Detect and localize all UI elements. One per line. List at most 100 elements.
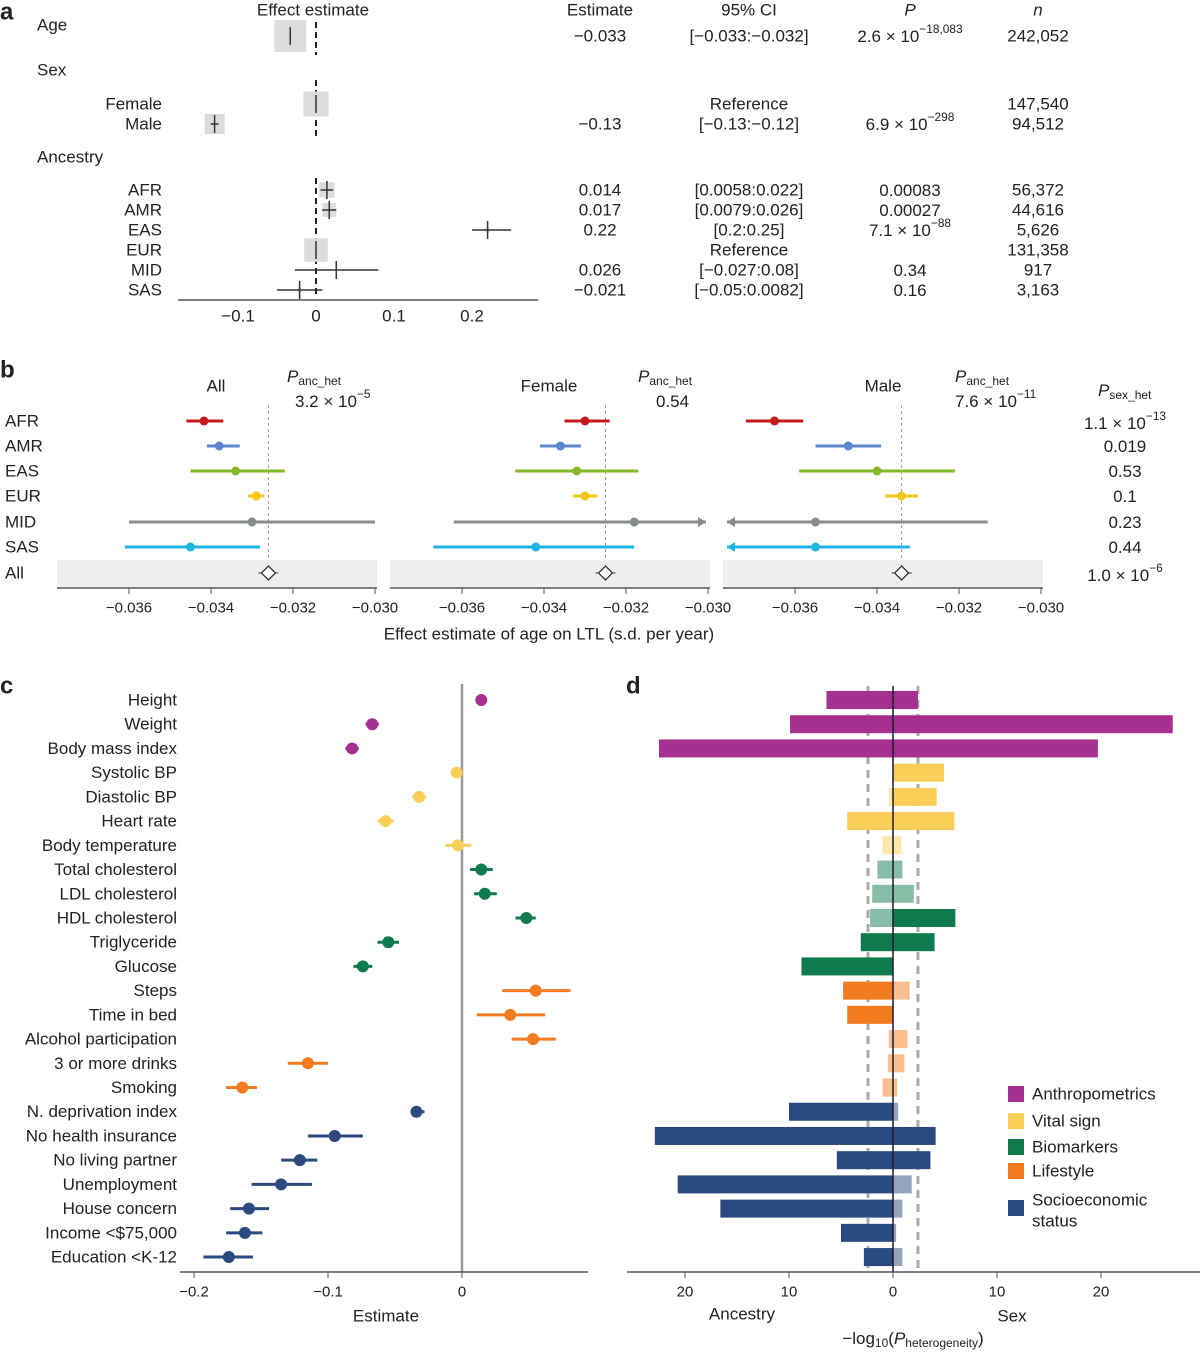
p-anc-het-label-subscript: anc_het: [298, 374, 341, 388]
ancestry-bar: [882, 836, 893, 855]
sex-bar: [893, 1248, 903, 1267]
estimate-point: [529, 984, 542, 997]
x-axis-title-end: ): [978, 1329, 984, 1348]
ancestry-bar: [843, 981, 893, 1000]
estimate-point: [275, 1178, 288, 1191]
ancestry-axis-label: Ancestry: [709, 1305, 776, 1324]
n-value: 131,358: [1007, 241, 1068, 260]
sex-bar: [893, 787, 937, 806]
row-label: Female: [105, 95, 162, 114]
column-header-n: n: [1033, 1, 1042, 20]
overall-diamond: [893, 565, 910, 581]
p-sex-het-value-base: 0.019: [1104, 437, 1147, 456]
ancestry-bar: [801, 957, 893, 976]
ci-value: [−0.033:−0.032]: [689, 27, 808, 46]
x-tick-label: 0: [889, 1284, 897, 1301]
sex-bar: [893, 1175, 912, 1194]
estimate-point-eas: [231, 466, 241, 476]
estimate-point: [301, 1057, 314, 1070]
trait-label: Weight: [124, 715, 177, 734]
legend-label: Anthropometrics: [1032, 1085, 1156, 1104]
panel-label-d: d: [626, 673, 641, 700]
x-axis-title: Effect estimate of age on LTL (s.d. per …: [384, 625, 714, 644]
p-value: 6.9 × 10−298: [866, 110, 955, 134]
trait-label: Glucose: [115, 957, 177, 976]
subpanel-title: All: [207, 377, 226, 396]
estimate-point: [293, 1154, 306, 1167]
ancestry-bar: [870, 908, 893, 927]
estimate-point: [450, 766, 463, 779]
p-anc-het-value: 0.54: [656, 392, 689, 411]
n-value: 3,163: [1017, 281, 1060, 300]
n-value: 5,626: [1017, 221, 1060, 240]
trait-label: Diastolic BP: [85, 787, 177, 806]
trait-label: Education <K-12: [51, 1248, 177, 1267]
x-tick-label: −0.032: [936, 600, 982, 617]
x-tick-label: −0.032: [603, 600, 649, 617]
estimate-point: [504, 1008, 517, 1021]
x-axis-title-sub1: 10: [875, 1336, 889, 1350]
row-label: AMR: [5, 437, 43, 456]
estimate-point-mid: [629, 517, 639, 527]
p-anc-het-label-symbol: P: [287, 367, 299, 386]
row-label: EAS: [128, 221, 162, 240]
p-value: 0.16: [893, 281, 926, 300]
x-axis-title-p: P: [894, 1329, 906, 1348]
p-value-base: 7.1 × 10: [869, 221, 931, 240]
row-label: EAS: [5, 462, 39, 481]
estimate-point-eas: [572, 466, 582, 476]
legend-label: Lifestyle: [1032, 1162, 1094, 1181]
p-anc-het-label: Panc_het: [638, 367, 693, 389]
p-anc-het-value: 7.6 × 10−11: [955, 387, 1037, 411]
ancestry-bar: [860, 933, 893, 952]
p-sex-het-value-base: 1.0 × 10: [1087, 566, 1149, 585]
x-axis-title: −log10(Pheterogeneity): [842, 1329, 983, 1351]
ancestry-bar: [659, 739, 893, 758]
trait-label: Heart rate: [101, 812, 177, 831]
p-sex-het-value-base: 0.1: [1113, 487, 1137, 506]
sex-bar: [893, 860, 903, 879]
x-tick-label: 20: [1093, 1284, 1110, 1301]
ancestry-bar: [872, 884, 893, 903]
sex-bar: [893, 1054, 905, 1073]
x-tick-label: 0.2: [460, 307, 484, 326]
ancestry-bar: [882, 1078, 893, 1097]
p-sex-het-value-exponent: −6: [1149, 561, 1163, 575]
p-anc-het-value-exponent: −11: [1017, 387, 1037, 401]
legend-label: Biomarkers: [1032, 1138, 1118, 1157]
estimate-point-amr: [214, 441, 224, 451]
row-label: Age: [37, 16, 67, 35]
subpanel-title: Male: [865, 377, 902, 396]
overall-row-background: [390, 560, 710, 587]
legend-swatch: [1008, 1139, 1024, 1155]
estimate-point: [410, 1105, 423, 1118]
truncation-arrow-left: [727, 517, 735, 527]
x-tick-label: −0.036: [106, 600, 152, 617]
x-tick-label: −0.034: [854, 600, 900, 617]
ancestry-bar: [790, 715, 893, 734]
trait-label: N. deprivation index: [27, 1102, 178, 1121]
ancestry-bar: [826, 691, 893, 709]
row-label: Sex: [37, 61, 67, 80]
row-label: AFR: [128, 181, 162, 200]
row-label: Male: [125, 115, 162, 134]
trait-label: HDL cholesterol: [57, 908, 177, 927]
x-tick-label: −0.036: [439, 600, 485, 617]
estimate-value: 0.026: [579, 261, 622, 280]
p-sex-het-value-base: 0.53: [1108, 462, 1141, 481]
column-header-95-ci: 95% CI: [721, 1, 777, 20]
p-sex-het-value-base: 0.44: [1108, 538, 1141, 557]
p-value-base: 0.00027: [879, 201, 940, 220]
ci-value: Reference: [710, 241, 788, 260]
sex-bar: [893, 884, 914, 903]
x-tick-label: 10: [781, 1284, 798, 1301]
p-sex-het-label: Psex_het: [1098, 381, 1152, 403]
estimate-point: [475, 694, 488, 706]
estimate-value: 0.017: [579, 201, 622, 220]
ancestry-bar: [677, 1175, 893, 1194]
p-sex-het-value: 0.23: [1108, 513, 1141, 532]
estimate-point: [520, 911, 533, 924]
estimate-point: [379, 815, 392, 828]
p-value: 0.34: [893, 261, 926, 280]
x-axis-title-mid: (: [888, 1329, 894, 1348]
